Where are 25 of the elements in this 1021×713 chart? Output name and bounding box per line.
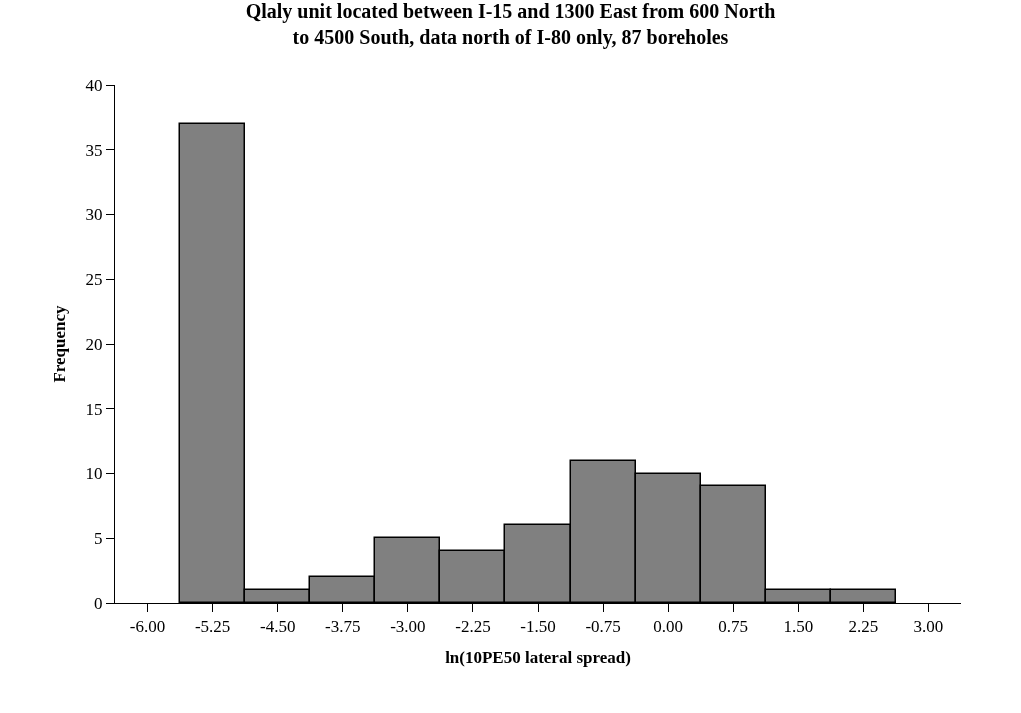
x-tick-label: -3.00 — [390, 617, 426, 637]
x-tick-label: -3.75 — [325, 617, 361, 637]
x-axis-title: ln(10PE50 lateral spread) — [445, 647, 631, 667]
y-tick-label: 35 — [85, 140, 103, 160]
y-tick-label: 40 — [85, 75, 103, 95]
x-tick-label: -0.75 — [585, 617, 621, 637]
y-tick-label: 25 — [85, 270, 103, 290]
x-tick-label: -4.50 — [259, 617, 296, 637]
y-tick-label: 0 — [94, 593, 103, 613]
y-tick-label: 20 — [85, 334, 103, 354]
x-tick-label: 0.00 — [653, 617, 684, 637]
x-tick-label: 1.50 — [783, 617, 814, 637]
x-tick-label: -1.50 — [520, 617, 556, 637]
x-tick-label: 3.00 — [913, 617, 944, 637]
y-tick-label: 30 — [85, 205, 103, 225]
y-axis-title: Frequency — [50, 304, 70, 383]
y-tick-label: 5 — [94, 529, 103, 549]
x-tick-label: 2.25 — [848, 617, 879, 637]
x-tick-label: -2.25 — [455, 617, 491, 637]
x-tick-label: -6.00 — [129, 617, 166, 637]
chart-title: Qlaly unit located between I-15 and 1300 East from 600 North to 4500 South, data north of I-80 only, 87 boreholes — [245, 0, 776, 49]
y-tick-label: 15 — [85, 399, 103, 419]
x-tick-label: -5.25 — [194, 617, 231, 637]
y-tick-label: 10 — [85, 464, 103, 484]
x-tick-label: 0.75 — [718, 617, 749, 637]
